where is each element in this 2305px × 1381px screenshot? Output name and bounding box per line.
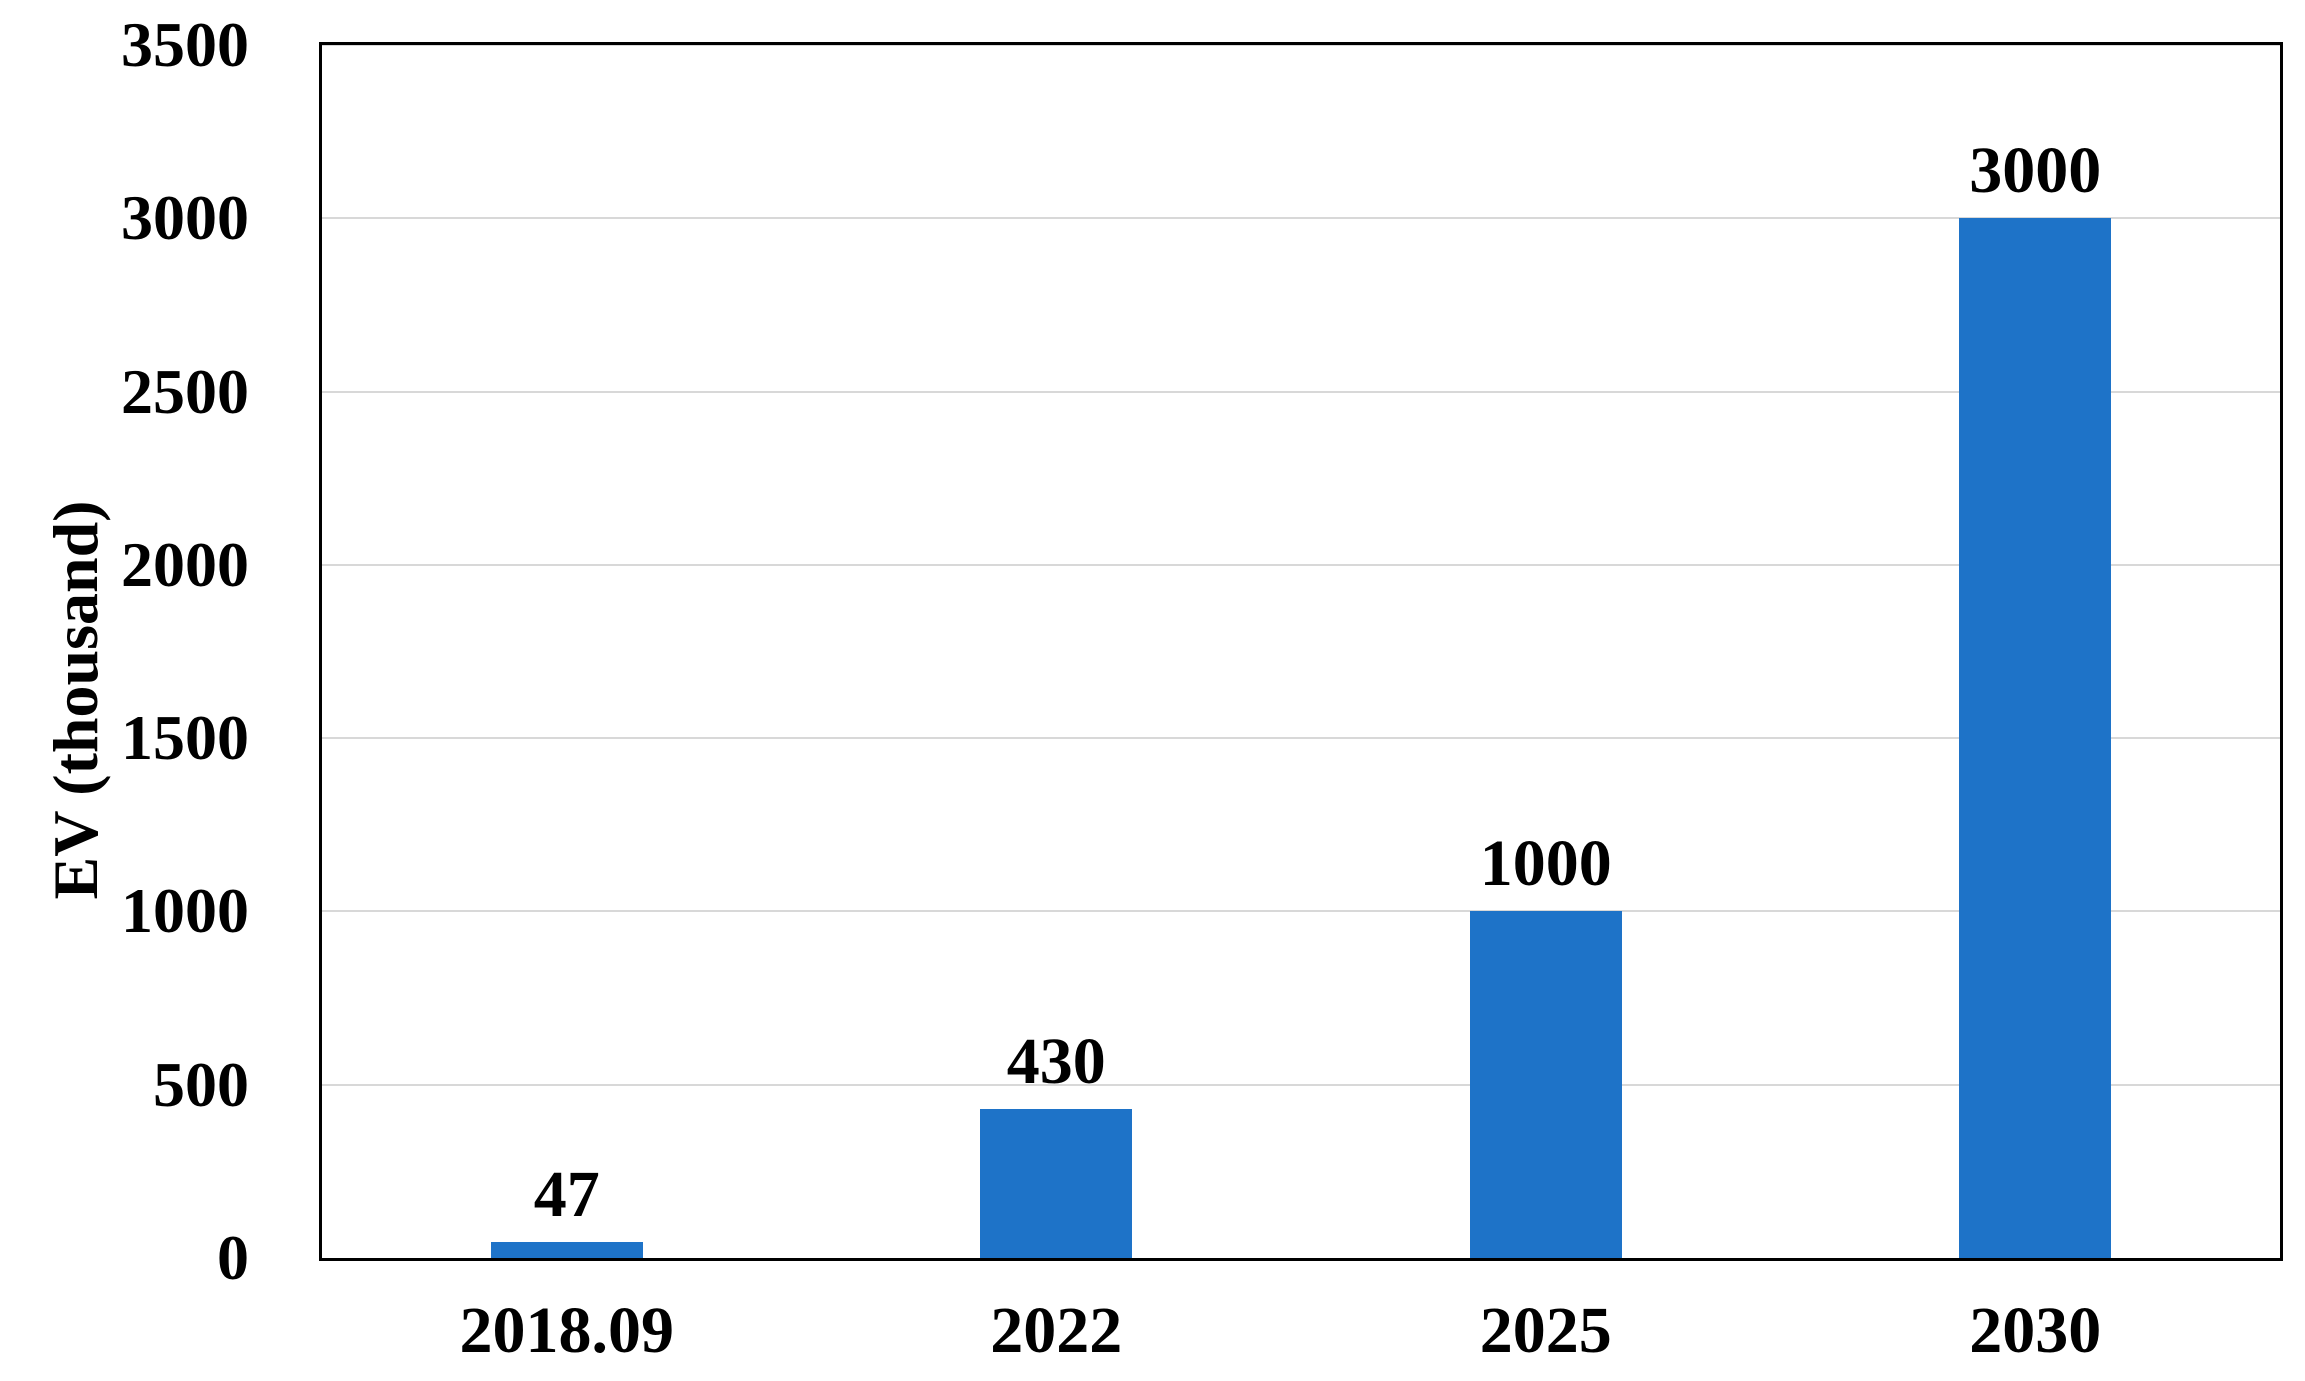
y-tick-label: 3000 <box>121 182 249 254</box>
bar <box>1469 911 1622 1258</box>
gridline <box>322 910 2280 913</box>
y-tick-label: 0 <box>217 1222 249 1293</box>
y-tick-label: 2500 <box>121 355 249 427</box>
x-tick-label: 2025 <box>1479 1294 1612 1367</box>
y-tick-label: 1500 <box>121 702 249 774</box>
plot-area: 47 430 1000 3000 <box>319 42 2283 1261</box>
y-tick-label: 2000 <box>121 528 249 600</box>
bar-value-label: 3000 <box>1969 134 2102 208</box>
bar <box>980 1108 1133 1258</box>
bar <box>1959 218 2112 1258</box>
gridline <box>322 1083 2280 1086</box>
y-tick-label: 500 <box>153 1048 249 1120</box>
x-tick-label: 2018.09 <box>459 1294 675 1367</box>
x-tick-label: 2022 <box>990 1294 1123 1367</box>
y-tick-label: 1000 <box>121 875 249 947</box>
bar <box>490 1241 643 1258</box>
gridline <box>322 217 2280 220</box>
gridline <box>322 563 2280 566</box>
bar-value-label: 1000 <box>1479 827 1612 901</box>
bar-value-label: 430 <box>1006 1024 1106 1098</box>
y-axis-tick-labels: 0 500 1000 1500 2000 2500 3000 3500 <box>0 0 249 1381</box>
gridline <box>322 737 2280 740</box>
bar-value-label: 47 <box>533 1157 600 1231</box>
gridline <box>322 390 2280 393</box>
gridline <box>322 44 2280 46</box>
y-tick-label: 3500 <box>121 9 249 80</box>
x-tick-label: 2030 <box>1969 1294 2102 1367</box>
